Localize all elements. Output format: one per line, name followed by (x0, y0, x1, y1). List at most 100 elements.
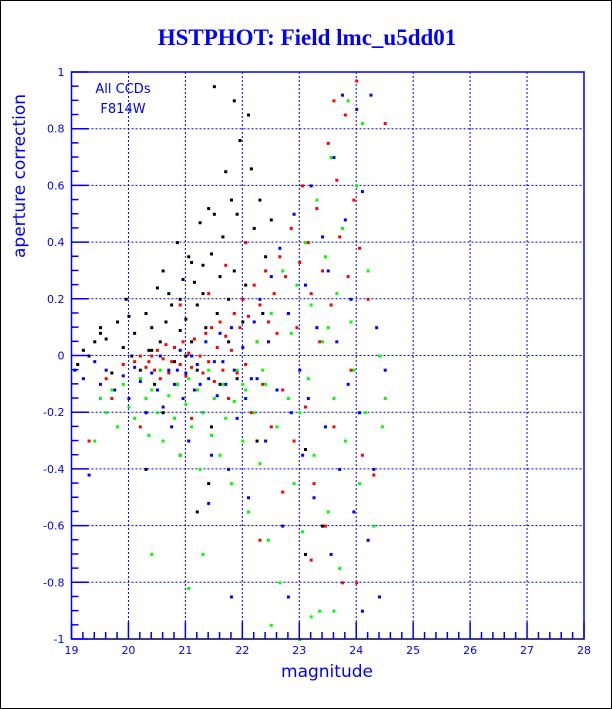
data-point-series-0 (204, 326, 208, 330)
data-point-series-2 (366, 538, 370, 542)
data-point-series-1 (321, 269, 325, 273)
data-point-series-3 (201, 411, 205, 415)
data-point-series-2 (286, 595, 290, 599)
data-point-series-2 (383, 368, 387, 372)
data-point-series-3 (352, 368, 356, 372)
data-point-series-1 (224, 334, 228, 338)
data-point-series-2 (375, 326, 379, 330)
data-point-series-3 (190, 425, 194, 429)
data-point-series-2 (192, 388, 196, 392)
data-point-series-0 (98, 331, 102, 335)
data-point-series-1 (292, 439, 296, 443)
data-point-series-2 (167, 368, 171, 372)
annotation-ccds: All CCDs (95, 82, 150, 97)
x-tick-label: 27 (520, 644, 534, 657)
data-point-series-0 (221, 235, 225, 239)
data-point-series-0 (158, 340, 162, 344)
data-point-series-0 (155, 286, 159, 290)
data-point-series-2 (269, 275, 273, 279)
y-tick-label: -0.4 (43, 463, 64, 476)
data-point-series-3 (289, 331, 293, 335)
data-point-series-3 (372, 524, 376, 528)
data-point-series-0 (87, 354, 91, 358)
data-point-series-0 (192, 280, 196, 284)
data-point-series-1 (164, 343, 168, 347)
data-point-series-0 (212, 212, 216, 216)
data-point-series-0 (133, 331, 137, 335)
data-point-series-2 (309, 184, 313, 188)
data-point-series-0 (93, 340, 97, 344)
data-point-series-2 (138, 380, 142, 384)
y-tick-label: -0.2 (43, 406, 64, 419)
annotation-filter: F814W (100, 102, 145, 117)
data-point-series-1 (147, 360, 151, 364)
data-point-series-0 (207, 482, 211, 486)
data-point-series-2 (292, 212, 296, 216)
data-point-series-1 (309, 558, 313, 562)
data-point-series-2 (340, 93, 344, 97)
data-point-series-3 (349, 320, 353, 324)
y-axis-label: aperture correction (10, 94, 30, 258)
data-point-series-2 (87, 473, 91, 477)
data-point-series-1 (210, 326, 214, 330)
data-point-series-2 (358, 411, 362, 415)
data-point-series-0 (116, 320, 120, 324)
data-point-series-2 (93, 360, 97, 364)
data-point-series-1 (207, 292, 211, 296)
data-point-series-1 (315, 207, 319, 211)
data-point-series-3 (326, 510, 330, 514)
data-point-series-1 (355, 581, 359, 585)
data-point-series-3 (360, 122, 364, 126)
data-point-series-1 (258, 303, 262, 307)
data-point-series-0 (195, 368, 199, 372)
data-point-series-1 (249, 411, 253, 415)
data-point-series-3 (110, 388, 114, 392)
data-point-series-0 (261, 311, 265, 315)
data-points (73, 79, 387, 641)
data-point-series-0 (147, 348, 151, 352)
data-point-series-3 (340, 226, 344, 230)
data-point-series-2 (301, 453, 305, 457)
data-point-series-0 (190, 340, 194, 344)
data-point-series-0 (229, 198, 233, 202)
data-point-series-0 (195, 303, 199, 307)
data-point-series-0 (130, 354, 134, 358)
data-point-series-3 (378, 354, 381, 358)
data-point-series-1 (289, 226, 293, 230)
data-point-series-3 (383, 397, 387, 401)
data-point-series-2 (227, 467, 231, 471)
x-tick-label: 19 (65, 644, 79, 657)
data-point-series-3 (116, 425, 120, 429)
data-point-series-3 (286, 397, 290, 401)
data-point-series-3 (187, 586, 191, 590)
data-point-series-1 (358, 246, 362, 250)
data-point-series-1 (338, 235, 342, 239)
data-point-series-1 (244, 363, 248, 367)
data-point-series-2 (352, 510, 356, 514)
data-point-series-0 (238, 139, 242, 143)
data-point-series-2 (184, 371, 188, 375)
data-point-series-1 (178, 363, 182, 367)
data-point-series-3 (121, 382, 125, 386)
data-point-series-2 (289, 411, 293, 415)
data-point-series-0 (227, 340, 231, 344)
data-point-series-1 (332, 99, 336, 103)
data-point-series-3 (266, 538, 270, 542)
data-point-series-3 (210, 433, 214, 437)
data-point-series-1 (221, 368, 225, 372)
axes (70, 71, 585, 640)
data-point-series-0 (178, 328, 182, 332)
data-point-series-2 (321, 235, 325, 239)
data-point-series-2 (298, 368, 302, 372)
data-point-series-3 (244, 388, 248, 392)
data-point-series-0 (224, 170, 228, 174)
data-point-series-3 (127, 405, 131, 409)
data-point-series-2 (372, 467, 376, 471)
data-point-series-1 (318, 340, 322, 344)
data-point-series-2 (355, 107, 359, 111)
data-point-series-1 (298, 260, 302, 264)
data-point-series-2 (249, 377, 253, 381)
x-tick-label: 22 (235, 644, 249, 657)
data-point-series-3 (144, 397, 148, 401)
